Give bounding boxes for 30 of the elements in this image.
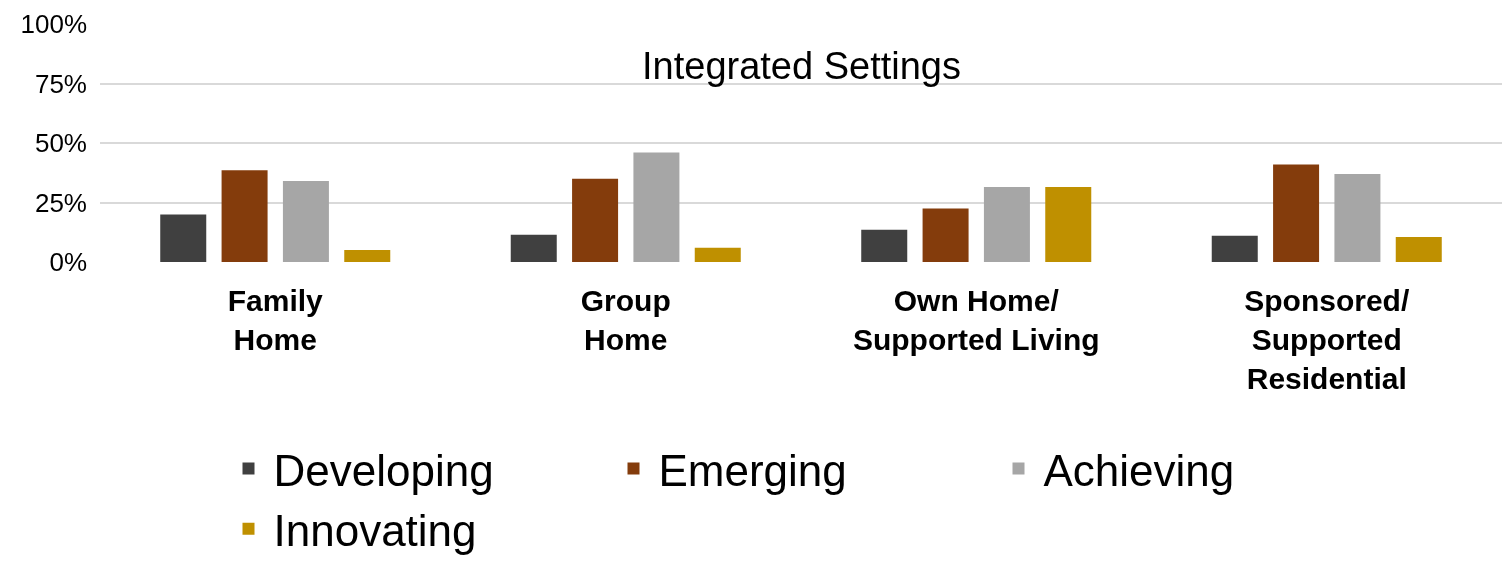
y-tick-label: 25% xyxy=(34,187,87,218)
y-tick-label: 100% xyxy=(20,9,87,40)
x-tick-label: Own Home/ Supported Living xyxy=(852,284,1100,356)
bar xyxy=(633,152,680,262)
bar xyxy=(861,229,908,262)
legend-label: Innovating xyxy=(273,505,477,555)
legend-label: Developing xyxy=(273,445,494,495)
x-tick-label: Sponsored/ Supported Residential xyxy=(1244,284,1410,395)
bar xyxy=(1395,237,1442,262)
x-tick-label: Group Home xyxy=(580,284,671,356)
bar xyxy=(983,187,1030,262)
y-tick-label: 0% xyxy=(49,247,87,278)
text: Integrated Settings xyxy=(642,45,961,87)
bar xyxy=(1334,173,1381,262)
legend-label: Emerging xyxy=(658,445,847,495)
bar xyxy=(510,234,557,262)
bar xyxy=(694,247,741,262)
x-tick-label: Family Home xyxy=(227,284,324,356)
bar xyxy=(1273,164,1320,262)
bar xyxy=(1211,235,1258,262)
bar xyxy=(221,170,268,262)
legend-label: Achieving xyxy=(1043,445,1235,495)
y-tick-label: 50% xyxy=(34,128,87,159)
bar xyxy=(282,181,329,262)
bar xyxy=(572,178,619,262)
bar xyxy=(922,208,969,262)
bar xyxy=(1045,187,1092,262)
bar xyxy=(160,214,207,262)
y-tick-label: 75% xyxy=(34,68,87,99)
bar xyxy=(344,250,391,262)
